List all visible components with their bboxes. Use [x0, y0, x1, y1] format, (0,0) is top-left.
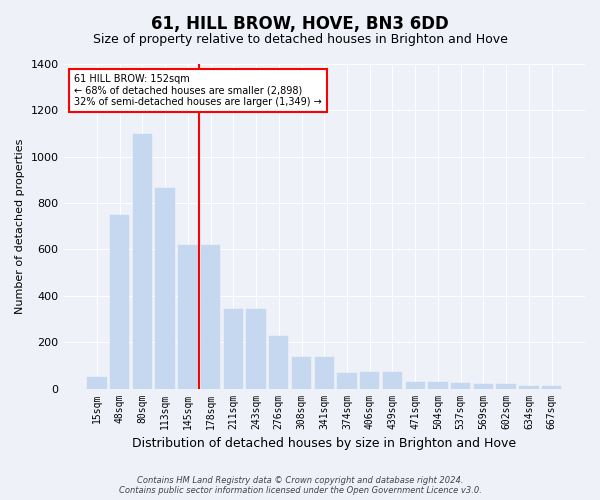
Bar: [406, 382, 425, 388]
Bar: [269, 336, 289, 388]
Bar: [110, 214, 130, 388]
Bar: [201, 245, 220, 388]
Bar: [451, 383, 470, 388]
Y-axis label: Number of detached properties: Number of detached properties: [15, 138, 25, 314]
Bar: [224, 308, 243, 388]
Text: 61, HILL BROW, HOVE, BN3 6DD: 61, HILL BROW, HOVE, BN3 6DD: [151, 15, 449, 33]
Bar: [292, 358, 311, 388]
Bar: [383, 372, 402, 388]
Bar: [337, 374, 356, 388]
Bar: [428, 382, 448, 388]
Bar: [178, 245, 197, 388]
Text: 61 HILL BROW: 152sqm
← 68% of detached houses are smaller (2,898)
32% of semi-de: 61 HILL BROW: 152sqm ← 68% of detached h…: [74, 74, 322, 107]
Bar: [247, 308, 266, 388]
Bar: [314, 358, 334, 388]
Bar: [155, 188, 175, 388]
Bar: [133, 134, 152, 388]
Bar: [87, 377, 107, 388]
Text: Size of property relative to detached houses in Brighton and Hove: Size of property relative to detached ho…: [92, 32, 508, 46]
Bar: [519, 386, 539, 388]
Text: Contains HM Land Registry data © Crown copyright and database right 2024.
Contai: Contains HM Land Registry data © Crown c…: [119, 476, 481, 495]
Bar: [542, 386, 561, 388]
Bar: [360, 372, 379, 388]
Bar: [496, 384, 516, 388]
Bar: [474, 384, 493, 388]
X-axis label: Distribution of detached houses by size in Brighton and Hove: Distribution of detached houses by size …: [132, 437, 517, 450]
